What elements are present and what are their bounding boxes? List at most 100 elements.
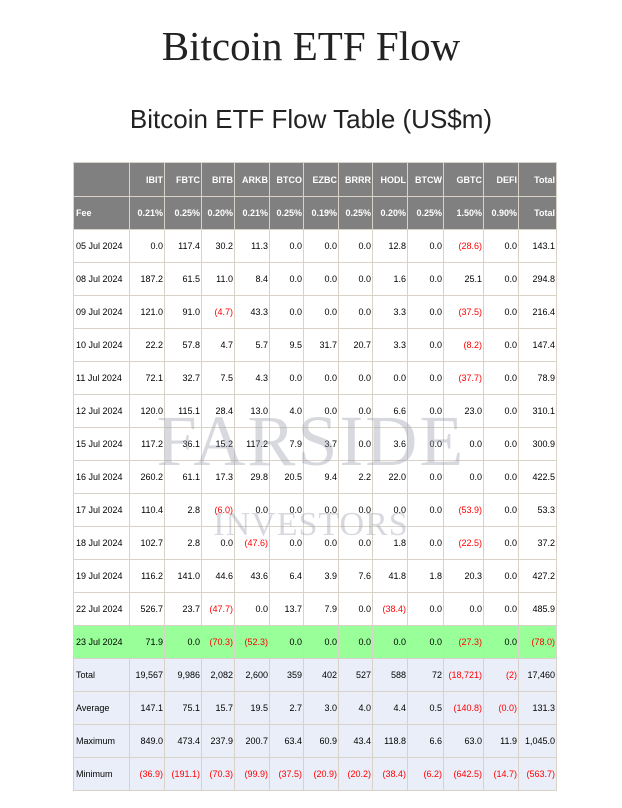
flow-cell: 9,986 — [164, 658, 202, 692]
flow-cell: 131.3 — [518, 691, 557, 725]
table-row: 19 Jul 2024 116.2 141.0 44.6 43.6 6.4 3.9 7.6 41… — [73, 559, 557, 593]
flow-cell: 300.9 — [518, 427, 557, 461]
flow-cell: 11.0 — [201, 262, 235, 296]
flow-cell: 0.0 — [338, 262, 373, 296]
flow-cell: 0.0 — [338, 493, 373, 527]
flow-cell: 143.1 — [518, 229, 557, 263]
flow-cell: 7.6 — [338, 559, 373, 593]
flow-cell: 359 — [269, 658, 304, 692]
fee-cell: 0.20% — [372, 196, 408, 230]
fee-cell: 1.50% — [443, 196, 484, 230]
table-row: 12 Jul 2024 120.0 115.1 28.4 13.0 4.0 0.0 0.0 6.… — [73, 394, 557, 428]
flow-cell: (36.9) — [129, 757, 165, 791]
flow-cell: 15.2 — [201, 427, 235, 461]
table-row: 16 Jul 2024 260.2 61.1 17.3 29.8 20.5 9.4 2.2 22… — [73, 460, 557, 494]
flow-cell: 4.0 — [338, 691, 373, 725]
flow-cell: 0.0 — [483, 427, 519, 461]
flow-cell: 120.0 — [129, 394, 165, 428]
flow-cell: (20.2) — [338, 757, 373, 791]
summary-row: Maximum 849.0 473.4 237.9 200.7 63.4 60.9 43.4 1… — [73, 724, 557, 758]
flow-cell: (6.2) — [407, 757, 444, 791]
flow-cell: 8.4 — [234, 262, 270, 296]
flow-cell: 310.1 — [518, 394, 557, 428]
fee-cell: 0.21% — [234, 196, 270, 230]
flow-cell: 6.6 — [372, 394, 408, 428]
flow-cell: 0.0 — [372, 493, 408, 527]
flow-cell: 0.0 — [338, 625, 373, 659]
flow-cell: 4.7 — [201, 328, 235, 362]
flow-cell: 2.8 — [164, 493, 202, 527]
flow-cell: 0.0 — [303, 526, 339, 560]
flow-cell: 0.0 — [483, 394, 519, 428]
flow-cell: 0.0 — [407, 592, 444, 626]
flow-cell: 0.0 — [234, 592, 270, 626]
table-row: 05 Jul 2024 0.0 117.4 30.2 11.3 0.0 0.0 0.0 12.8… — [73, 229, 557, 263]
flow-cell: 237.9 — [201, 724, 235, 758]
column-header: HODL — [372, 162, 408, 197]
flow-cell: 0.0 — [407, 229, 444, 263]
flow-cell: (27.3) — [443, 625, 484, 659]
flow-cell: 37.2 — [518, 526, 557, 560]
flow-cell: 141.0 — [164, 559, 202, 593]
flow-cell: 117.2 — [129, 427, 165, 461]
column-header: BTCW — [407, 162, 444, 197]
flow-cell: 20.3 — [443, 559, 484, 593]
flow-cell: 427.2 — [518, 559, 557, 593]
flow-cell: 0.0 — [483, 559, 519, 593]
flow-cell: (140.8) — [443, 691, 484, 725]
etf-flow-table: IBIT FBTC BITB ARKB BTCO EZBC BRRR HODL BTCW GBTC… — [73, 162, 557, 791]
flow-cell: 526.7 — [129, 592, 165, 626]
flow-cell: 7.5 — [201, 361, 235, 395]
flow-cell: 13.7 — [269, 592, 304, 626]
flow-cell: 3.7 — [303, 427, 339, 461]
flow-cell: 0.0 — [483, 493, 519, 527]
flow-cell: 71.9 — [129, 625, 165, 659]
flow-cell: 0.0 — [407, 328, 444, 362]
flow-cell: 25.1 — [443, 262, 484, 296]
flow-cell: 53.3 — [518, 493, 557, 527]
flow-cell: 7.9 — [303, 592, 339, 626]
flow-cell: 0.0 — [483, 526, 519, 560]
table-row: 17 Jul 2024 110.4 2.8 (6.0) 0.0 0.0 0.0 0.0 0.0 0… — [73, 493, 557, 527]
date-cell: 05 Jul 2024 — [73, 229, 130, 263]
summary-label: Total — [73, 658, 130, 692]
flow-cell: 0.0 — [303, 394, 339, 428]
flow-cell: 0.0 — [407, 394, 444, 428]
flow-cell: 0.0 — [303, 493, 339, 527]
summary-label: Average — [73, 691, 130, 725]
summary-label: Minimum — [73, 757, 130, 791]
flow-cell: 1.8 — [372, 526, 408, 560]
flow-cell: 0.0 — [443, 460, 484, 494]
date-cell: 11 Jul 2024 — [73, 361, 130, 395]
flow-cell: 15.7 — [201, 691, 235, 725]
flow-cell: (47.7) — [201, 592, 235, 626]
flow-cell: 61.5 — [164, 262, 202, 296]
date-cell: 22 Jul 2024 — [73, 592, 130, 626]
fee-cell: Total — [518, 196, 557, 230]
flow-cell: 0.0 — [303, 295, 339, 329]
flow-cell: (563.7) — [518, 757, 557, 791]
flow-cell: (37.7) — [443, 361, 484, 395]
table-title: Bitcoin ETF Flow Table (US$m) — [129, 104, 493, 134]
flow-cell: 61.1 — [164, 460, 202, 494]
flow-cell: 0.0 — [303, 229, 339, 263]
flow-cell: 485.9 — [518, 592, 557, 626]
flow-cell: (37.5) — [443, 295, 484, 329]
flow-cell: 0.0 — [269, 262, 304, 296]
flow-cell: 91.0 — [164, 295, 202, 329]
flow-cell: 2.8 — [164, 526, 202, 560]
flow-cell: 110.4 — [129, 493, 165, 527]
flow-cell: 0.0 — [372, 625, 408, 659]
flow-cell: 0.0 — [269, 361, 304, 395]
table-row: 22 Jul 2024 526.7 23.7 (47.7) 0.0 13.7 7.9 0.0(… — [73, 592, 557, 626]
fee-cell: 0.25% — [164, 196, 202, 230]
flow-cell: 28.4 — [201, 394, 235, 428]
summary-row: Total 19,567 9,986 2,082 2,600 359 402 527 588 72… — [73, 658, 557, 692]
flow-cell: 0.0 — [269, 295, 304, 329]
flow-cell: 2,082 — [201, 658, 235, 692]
fee-cell: 0.90% — [483, 196, 519, 230]
flow-cell: 0.0 — [338, 592, 373, 626]
flow-cell: (99.9) — [234, 757, 270, 791]
flow-cell: 0.0 — [234, 493, 270, 527]
flow-cell: 63.4 — [269, 724, 304, 758]
